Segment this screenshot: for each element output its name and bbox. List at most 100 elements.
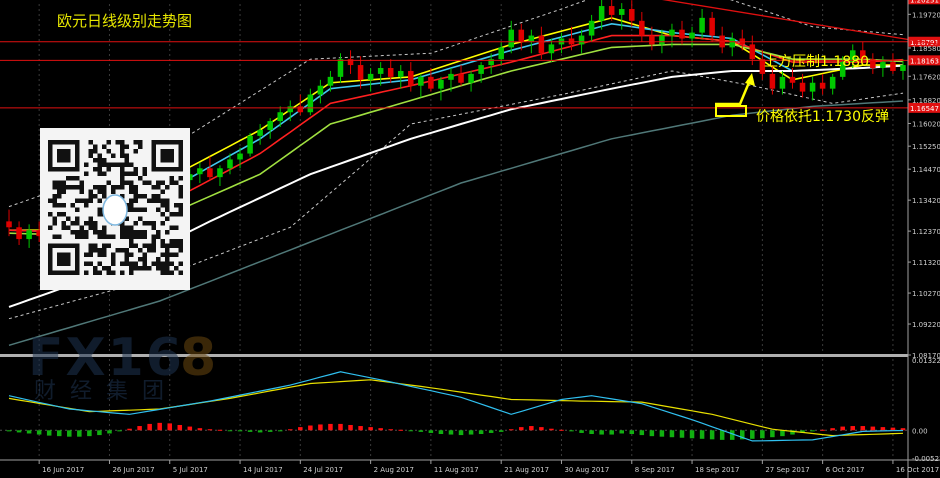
candle-body bbox=[608, 6, 615, 15]
qr-module bbox=[151, 234, 156, 239]
qr-module bbox=[111, 252, 116, 257]
qr-module bbox=[133, 189, 138, 194]
x-tick-label: 30 Aug 2017 bbox=[564, 466, 609, 474]
qr-module bbox=[174, 180, 179, 185]
qr-module bbox=[142, 180, 147, 185]
qr-module bbox=[129, 266, 134, 271]
qr-module bbox=[178, 207, 183, 212]
macd-histogram-bar bbox=[298, 427, 303, 431]
qr-module bbox=[147, 266, 152, 271]
macd-histogram-bar bbox=[629, 430, 635, 435]
candle bbox=[588, 14, 595, 42]
bollinger-lower bbox=[8, 70, 904, 320]
qr-module bbox=[102, 185, 107, 190]
qr-module bbox=[93, 167, 98, 172]
qr-module bbox=[66, 216, 71, 221]
qr-module bbox=[102, 144, 107, 149]
y-tick-label: 1.13420 bbox=[912, 197, 940, 205]
qr-module bbox=[133, 198, 138, 203]
qr-module bbox=[169, 180, 174, 185]
qr-module bbox=[129, 171, 134, 176]
qr-module bbox=[93, 149, 98, 154]
candle-body bbox=[860, 50, 866, 60]
y-tick-label: 1.08170 bbox=[912, 352, 940, 360]
qr-module bbox=[165, 198, 170, 203]
qr-module bbox=[133, 207, 138, 212]
qr-module bbox=[124, 257, 129, 262]
x-tick-label: 16 Jun 2017 bbox=[42, 466, 84, 474]
macd-histogram-bar bbox=[860, 426, 866, 431]
qr-module bbox=[120, 270, 125, 275]
qr-finder bbox=[160, 149, 174, 163]
macd-histogram-bar bbox=[639, 430, 645, 436]
macd-histogram-bar bbox=[840, 426, 845, 431]
candle-body bbox=[809, 82, 816, 92]
candle bbox=[679, 20, 685, 45]
qr-module bbox=[138, 176, 143, 181]
qr-module bbox=[160, 198, 165, 203]
qr-module bbox=[111, 185, 116, 190]
qr-module bbox=[61, 221, 66, 226]
candle bbox=[387, 59, 394, 83]
qr-module bbox=[133, 234, 138, 239]
qr-module bbox=[120, 176, 125, 181]
candle bbox=[257, 124, 263, 145]
qr-module bbox=[151, 243, 156, 248]
candle-body bbox=[237, 153, 243, 160]
candle-body bbox=[699, 17, 705, 33]
candle bbox=[227, 153, 233, 175]
qr-module bbox=[75, 207, 80, 212]
qr-module bbox=[165, 203, 170, 208]
descending-trendline bbox=[661, 0, 940, 46]
qr-center-logo bbox=[102, 194, 128, 226]
qr-module bbox=[147, 248, 152, 253]
qr-module bbox=[106, 180, 111, 185]
candle-body bbox=[397, 70, 404, 77]
qr-module bbox=[93, 158, 98, 163]
qr-module bbox=[133, 194, 138, 199]
qr-module bbox=[61, 189, 66, 194]
candle bbox=[408, 62, 414, 92]
candle bbox=[849, 44, 856, 69]
qr-module bbox=[147, 221, 152, 226]
macd-histogram-bar bbox=[428, 430, 434, 433]
x-tick-label: 21 Aug 2017 bbox=[504, 466, 549, 474]
candle bbox=[890, 53, 896, 74]
qr-module bbox=[156, 234, 161, 239]
candle-body bbox=[689, 32, 695, 39]
qr-module bbox=[102, 243, 107, 248]
fx168-watermark: FX16 8 财经集团 bbox=[28, 328, 216, 404]
candle bbox=[488, 53, 494, 74]
x-tick-label: 5 Jul 2017 bbox=[173, 466, 208, 474]
candle bbox=[608, 0, 615, 21]
qr-module bbox=[174, 266, 179, 271]
qr-module bbox=[52, 185, 57, 190]
qr-module bbox=[84, 261, 89, 266]
qr-module bbox=[160, 261, 165, 266]
qr-module bbox=[124, 234, 129, 239]
qr-module bbox=[88, 216, 93, 221]
qr-module bbox=[120, 234, 125, 239]
candle-body bbox=[629, 9, 635, 21]
candle-body bbox=[649, 35, 655, 45]
candle-body bbox=[448, 73, 454, 80]
qr-module bbox=[142, 171, 147, 176]
macd-histogram-bar bbox=[599, 430, 604, 435]
macd-histogram-bar bbox=[900, 428, 906, 431]
qr-module bbox=[97, 158, 102, 163]
qr-module bbox=[84, 171, 89, 176]
y-tick-label: 1.16020 bbox=[912, 120, 940, 128]
qr-module bbox=[156, 198, 161, 203]
candle-body bbox=[6, 221, 12, 228]
macd-histogram-bar bbox=[559, 429, 564, 431]
candle bbox=[870, 53, 876, 74]
qr-module bbox=[88, 198, 93, 203]
qr-module bbox=[124, 162, 129, 167]
macd-histogram-bar bbox=[659, 430, 665, 437]
qr-module bbox=[75, 185, 80, 190]
candle bbox=[458, 65, 464, 86]
candle-body bbox=[478, 65, 484, 74]
qr-module bbox=[84, 221, 89, 226]
